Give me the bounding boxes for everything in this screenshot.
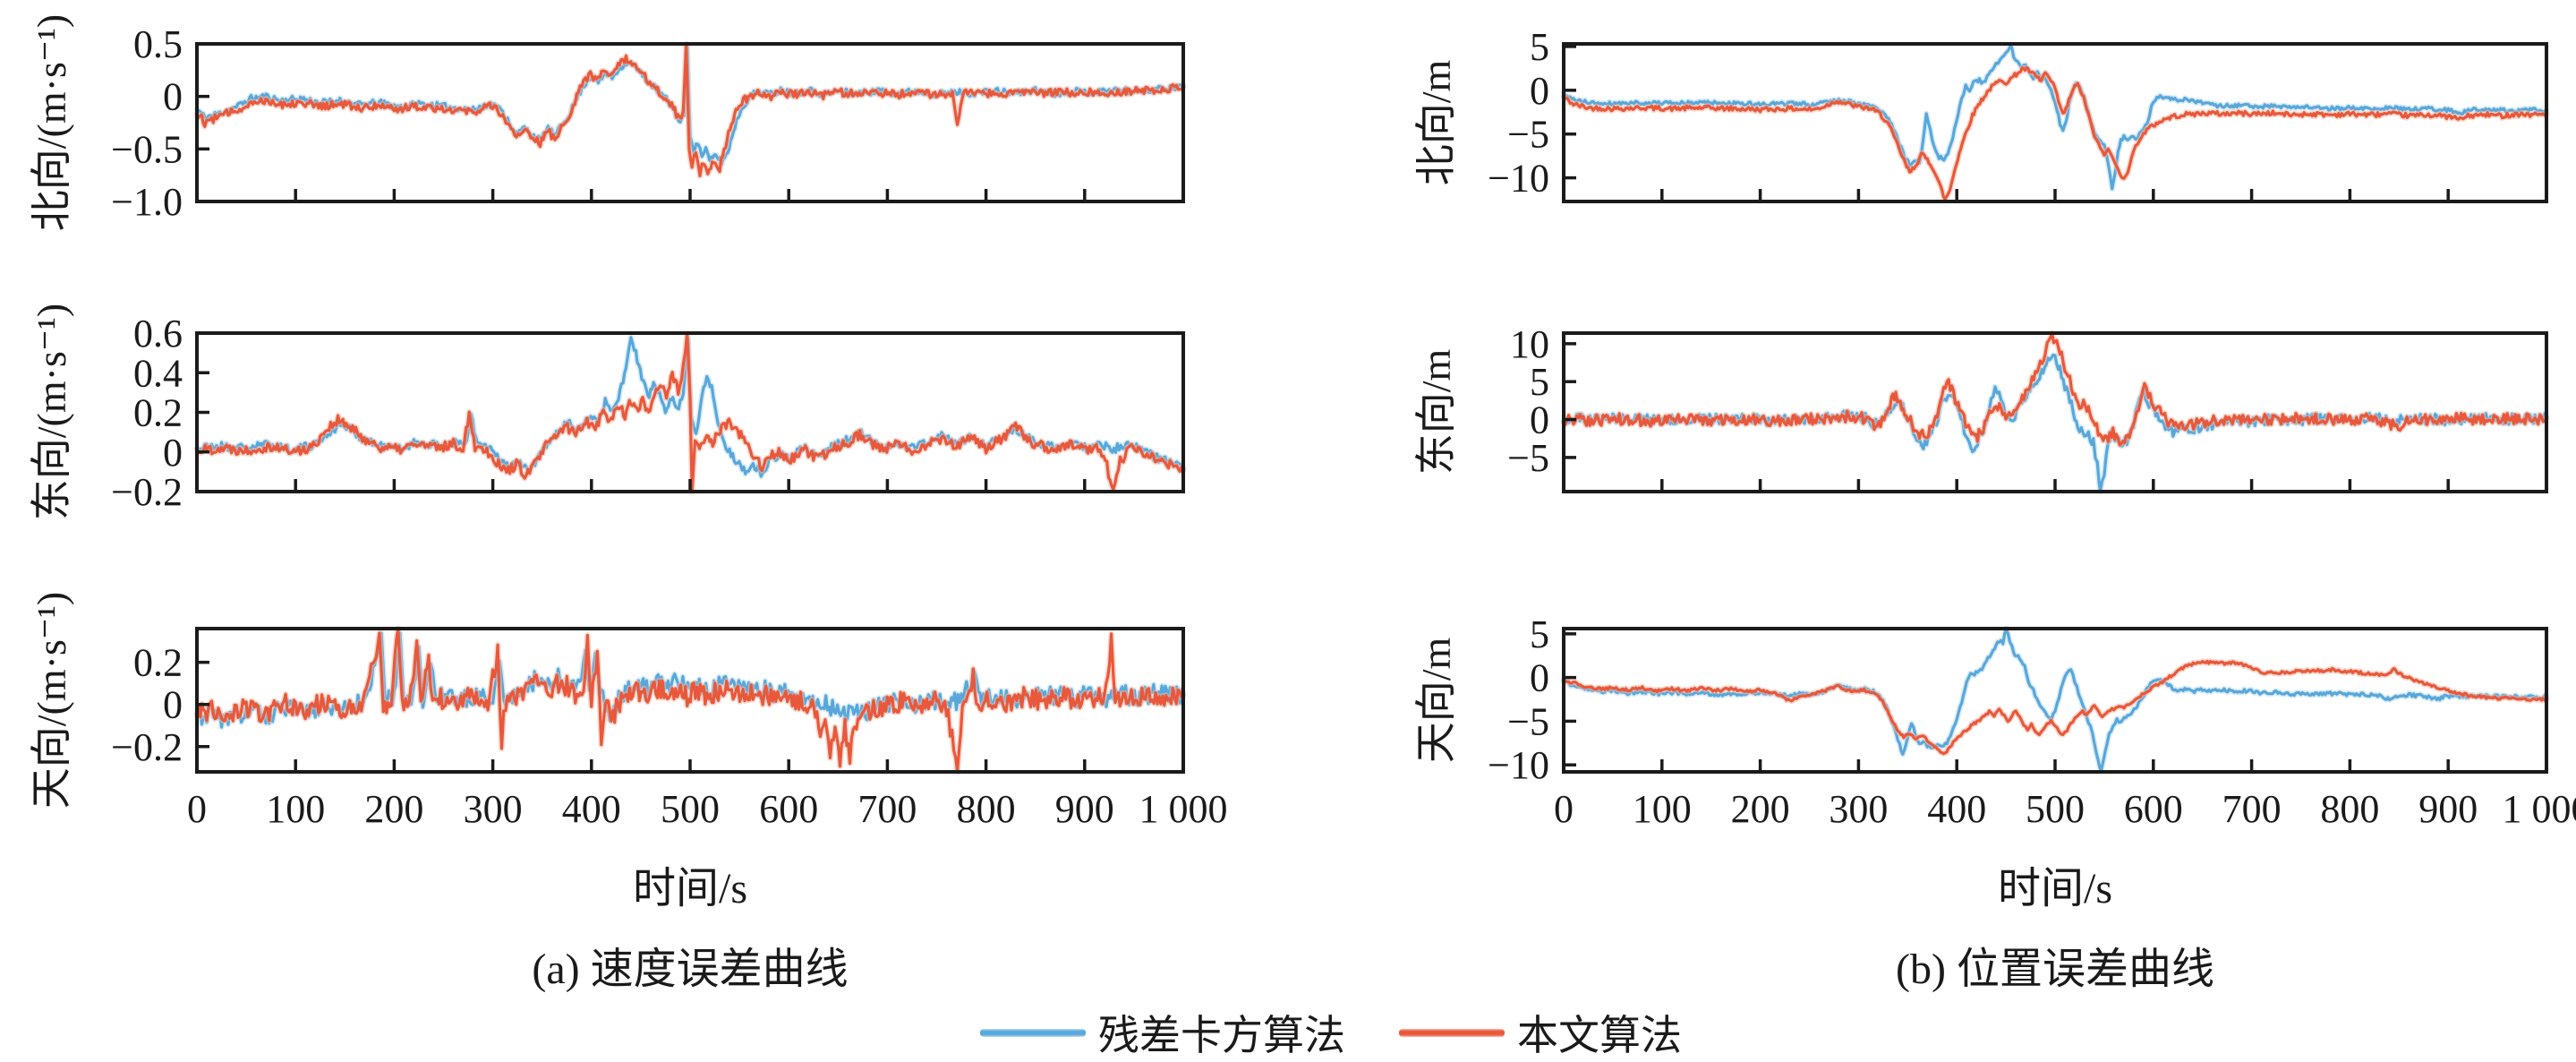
- y-tick-label: −5: [1507, 699, 1549, 743]
- x-tick-label: 0: [187, 787, 207, 831]
- x-tick-label: 500: [2026, 787, 2085, 831]
- caption-velocity-errors: (a) 速度误差曲线: [532, 946, 849, 993]
- y-tick-label: 0.4: [133, 351, 183, 395]
- series-proposed: [1562, 659, 2548, 756]
- plot-box: [195, 331, 1185, 493]
- y-axis-label-velocity-east: 东向/(m·s⁻¹): [29, 303, 74, 521]
- series-residual-chi-square-halo: [1560, 41, 2550, 193]
- x-tick-label: 300: [464, 787, 523, 831]
- y-tick-label: −0.5: [111, 127, 183, 171]
- x-tick-label: 800: [957, 787, 1016, 831]
- y-tick-label: −10: [1488, 743, 1549, 787]
- y-tick-label: −0.2: [111, 470, 183, 514]
- y-axis-label-position-east: 东向/m: [1413, 348, 1459, 475]
- y-tick-label: −5: [1507, 113, 1549, 157]
- y-tick-label: 0.6: [133, 312, 183, 355]
- subplot-velocity-east: 0.60.40.20−0.2: [111, 312, 1187, 514]
- x-tick-label: 0: [1554, 787, 1574, 831]
- x-tick-label: 200: [364, 787, 423, 831]
- y-tick-label: 0: [1530, 656, 1549, 700]
- x-tick-label: 700: [2222, 787, 2282, 831]
- x-tick-label: 400: [562, 787, 621, 831]
- y-tick-label: 0: [163, 431, 183, 475]
- x-tick-label: 100: [266, 787, 325, 831]
- x-tick-label: 100: [1633, 787, 1692, 831]
- series-proposed: [195, 42, 1185, 177]
- x-tick-label: 400: [1927, 787, 1986, 831]
- x-tick-label: 600: [759, 787, 818, 831]
- y-tick-label: −5: [1507, 436, 1549, 480]
- y-tick-label: −10: [1488, 157, 1549, 201]
- y-tick-label: 5: [1530, 360, 1549, 404]
- y-tick-label: 5: [1530, 25, 1549, 69]
- series-proposed: [1562, 66, 2548, 201]
- caption-position-errors: (b) 位置误差曲线: [1896, 946, 2214, 993]
- plot-box: [1562, 627, 2548, 774]
- y-axis-label-velocity-up: 天向/(m·s⁻¹): [29, 591, 74, 809]
- series-residual-chi-square: [1562, 627, 2548, 772]
- x-tick-label: 300: [1829, 787, 1888, 831]
- legend-item-proposed-algorithm: 本文算法: [1399, 1003, 1682, 1062]
- y-tick-label: 0: [1530, 69, 1549, 113]
- plot-box: [195, 627, 1185, 774]
- legend-label-residual-chi-square: 残差卡方算法: [1098, 1013, 1345, 1058]
- x-tick-label: 500: [661, 787, 720, 831]
- x-tick-label: 1 000: [2503, 787, 2576, 831]
- y-tick-label: 0.2: [133, 641, 183, 685]
- series-residual-chi-square-halo: [1560, 625, 2550, 774]
- legend-item-residual-chi-square: 残差卡方算法: [980, 1003, 1345, 1062]
- series-proposed: [195, 627, 1185, 774]
- y-tick-label: 0: [163, 75, 183, 119]
- y-tick-label: 10: [1510, 322, 1549, 366]
- legend-line-proposed-algorithm-icon: [1399, 1028, 1505, 1037]
- plot-box: [1562, 42, 2548, 203]
- plot-box: [195, 42, 1185, 203]
- y-axis-label-velocity-north: 北向/(m·s⁻¹): [29, 13, 74, 232]
- x-tick-label: 900: [1055, 787, 1114, 831]
- x-tick-label: 600: [2124, 787, 2183, 831]
- legend-label-proposed-algorithm: 本文算法: [1517, 1013, 1682, 1058]
- legend: 残差卡方算法 本文算法: [980, 1003, 1682, 1062]
- y-tick-label: 0.5: [133, 22, 183, 66]
- x-tick-label: 700: [857, 787, 917, 831]
- y-axis-label-position-north: 北向/m: [1413, 59, 1459, 186]
- subplot-position-north: 50−5−10: [1488, 25, 2550, 203]
- x-tick-label: 800: [2320, 787, 2379, 831]
- x-axis-label-right: 时间/s: [1997, 865, 2113, 912]
- x-tick-label: 200: [1731, 787, 1790, 831]
- y-tick-label: −0.2: [111, 725, 183, 769]
- y-tick-label: 5: [1530, 612, 1549, 656]
- subplot-velocity-north: 0.5 0 −0.5 −1.0: [111, 22, 1187, 224]
- x-tick-label: 900: [2418, 787, 2478, 831]
- y-axis-label-position-up: 天向/m: [1413, 637, 1459, 764]
- series-residual-chi-square: [1562, 43, 2548, 191]
- x-axis-label-left: 时间/s: [632, 865, 748, 912]
- x-tick-label: 1 000: [1139, 787, 1228, 831]
- legend-line-residual-chi-square-icon: [980, 1028, 1086, 1037]
- series-proposed: [1562, 331, 2548, 447]
- y-tick-label: 0: [163, 683, 183, 727]
- y-tick-label: 0: [1530, 398, 1549, 442]
- subplot-velocity-up: 0.20−0.20 100 200 300 400 500 600 700 800 900 1 00…: [111, 625, 1228, 831]
- y-tick-label: 0.2: [133, 391, 183, 435]
- y-tick-label: −1.0: [111, 180, 183, 224]
- plot-box: [1562, 331, 2548, 493]
